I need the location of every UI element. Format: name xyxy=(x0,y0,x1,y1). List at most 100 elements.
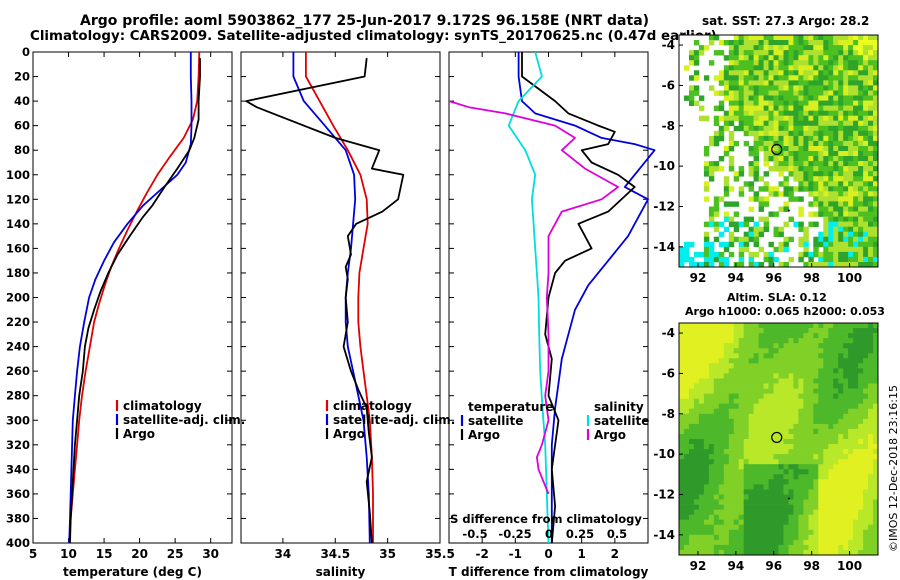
sst-map-cell xyxy=(833,181,839,187)
sst-map-cell xyxy=(753,95,759,101)
sla-map-cell xyxy=(768,353,774,359)
sst-map-cell xyxy=(863,110,869,117)
sla-map-cell xyxy=(758,519,764,526)
sla-map-cell xyxy=(773,413,779,420)
sla-map-cell xyxy=(758,363,764,369)
sst-map-cell xyxy=(758,135,764,142)
sla-map-cell xyxy=(679,393,685,399)
sla-map-cell xyxy=(728,524,735,531)
sst-map-cell xyxy=(783,191,789,197)
sla-map-cell xyxy=(783,504,789,510)
sla-map-cell xyxy=(838,333,844,339)
sla-map-cell xyxy=(703,514,710,521)
sst-map-cell xyxy=(803,75,809,81)
sst-map-cell xyxy=(838,191,844,197)
sst-map-cell xyxy=(818,120,824,127)
sla-map-cell xyxy=(863,388,869,394)
sst-map-cell xyxy=(853,55,859,61)
sst-map-cell xyxy=(853,50,859,56)
sst-map-cell xyxy=(813,191,819,197)
sla-map-cell xyxy=(818,519,824,526)
sst-map-cell xyxy=(833,50,839,56)
sst-map-cell xyxy=(748,120,754,127)
sst-map-cell xyxy=(783,166,789,172)
sla-map-cell xyxy=(848,469,854,475)
sla-map-cell xyxy=(703,444,710,450)
sst-map-cell xyxy=(843,135,849,142)
sla-map-cell xyxy=(808,454,814,460)
sla-map-cell xyxy=(783,444,789,450)
sla-map-cell xyxy=(818,383,824,389)
sst-map-cell xyxy=(743,55,750,61)
sla-map-cell xyxy=(703,534,710,541)
sla-map-cell xyxy=(718,403,725,410)
sla-map-cell xyxy=(778,550,784,556)
sla-map-cell xyxy=(828,358,834,364)
sst-map-cell xyxy=(788,151,794,157)
sla-map-cell xyxy=(823,444,829,450)
sla-map-cell xyxy=(693,524,700,531)
sla-map-cell xyxy=(873,539,879,546)
sla-map-cell xyxy=(798,388,804,394)
sla-map-cell xyxy=(863,509,869,515)
sst-map-cell xyxy=(823,181,829,187)
sla-map-cell xyxy=(853,550,859,556)
sst-map-cell xyxy=(843,125,849,132)
sla-map-cell xyxy=(718,459,725,465)
sst-map-cell xyxy=(763,221,769,227)
sla-map-cell xyxy=(868,363,874,369)
sst-map-cell xyxy=(838,115,844,122)
sla-map-cell xyxy=(708,509,715,515)
sla-map-cell xyxy=(803,408,809,415)
sla-map-title: Altim. SLA: 0.12 xyxy=(727,291,827,304)
sla-map-cell xyxy=(793,348,799,354)
sst-map-cell xyxy=(813,161,819,167)
sla-map-cell xyxy=(858,413,864,420)
sla-map-cell xyxy=(689,358,695,364)
sla-map-cell xyxy=(738,474,745,480)
sla-map-cell xyxy=(828,499,834,505)
sst-map-cell xyxy=(853,105,859,111)
sla-map-cell xyxy=(713,333,720,339)
sst-map-cell xyxy=(823,60,829,66)
sla-map-cell xyxy=(783,408,789,415)
sla-map-cell xyxy=(803,550,809,556)
sla-map-cell xyxy=(773,353,779,359)
sst-map-cell xyxy=(733,95,740,101)
sla-map-cell xyxy=(783,489,789,495)
sst-map-cell xyxy=(873,186,879,192)
sla-map-cell xyxy=(689,459,695,465)
sla-map-cell xyxy=(748,524,754,531)
sla-map-cell xyxy=(718,534,725,541)
sla-map-cell xyxy=(758,464,764,470)
sla-map-cell xyxy=(858,514,864,521)
sst-map-cell xyxy=(708,40,715,46)
sla-map-cell xyxy=(763,504,769,510)
sst-map-cell xyxy=(823,135,829,142)
sst-map-cell xyxy=(853,231,859,238)
sla-map-cell xyxy=(848,373,854,379)
sla-map-cell xyxy=(868,358,874,364)
sla-map-cell xyxy=(689,464,695,470)
sla-map-cell xyxy=(873,489,879,495)
sst-map-cell xyxy=(723,151,730,157)
sst-map-cell xyxy=(858,236,864,243)
sla-map-cell xyxy=(868,418,874,425)
sla-map-cell xyxy=(793,363,799,369)
sst-map-cell xyxy=(803,110,809,117)
sst-map-cell xyxy=(768,130,774,137)
sla-map-cell xyxy=(808,484,814,490)
sst-map-cell xyxy=(763,45,769,51)
sla-map-cell xyxy=(813,408,819,415)
sst-map-cell xyxy=(793,65,799,71)
sla-map-cell xyxy=(828,474,834,480)
sla-map-cell xyxy=(758,514,764,521)
sla-map-cell xyxy=(828,494,834,500)
sst-map-cell xyxy=(803,125,809,132)
sla-map-cell xyxy=(833,544,839,551)
sla-map-cell xyxy=(798,434,804,440)
sla-map-cell xyxy=(738,479,745,485)
sla-map-cell xyxy=(808,423,814,430)
sst-map-cell xyxy=(768,75,774,81)
sla-map-cell xyxy=(753,514,759,521)
